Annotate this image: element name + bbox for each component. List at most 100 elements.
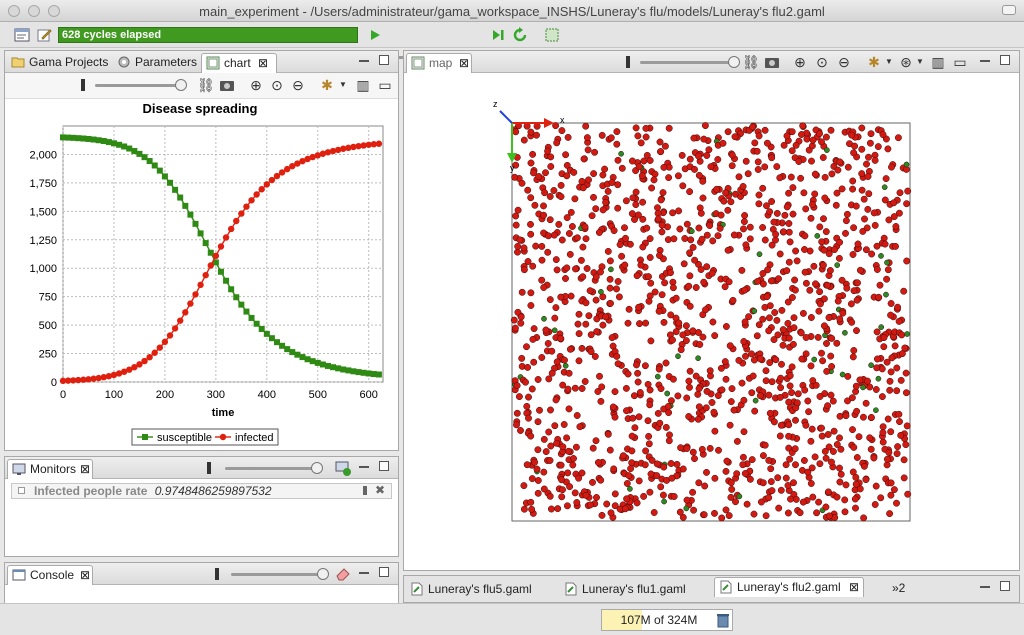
infected-agent[interactable]: [699, 194, 707, 202]
infected-agent[interactable]: [711, 332, 719, 340]
infected-agent[interactable]: [636, 389, 644, 396]
infected-agent[interactable]: [725, 512, 733, 520]
add-monitor-icon[interactable]: [335, 460, 351, 476]
infected-agent[interactable]: [516, 236, 524, 244]
infected-agent[interactable]: [765, 456, 773, 464]
infected-agent[interactable]: [673, 460, 681, 468]
infected-agent[interactable]: [853, 407, 861, 415]
maximize-view-button[interactable]: [379, 55, 389, 65]
infected-agent[interactable]: [566, 345, 574, 353]
zoom-fit-icon[interactable]: ⊙: [271, 77, 283, 93]
infected-agent[interactable]: [727, 198, 735, 206]
infected-agent[interactable]: [563, 434, 571, 442]
infected-agent[interactable]: [714, 232, 722, 240]
infected-agent[interactable]: [608, 179, 616, 186]
infected-agent[interactable]: [567, 208, 575, 216]
susceptible-agent[interactable]: [618, 150, 624, 157]
infected-agent[interactable]: [858, 186, 866, 194]
infected-agent[interactable]: [682, 337, 690, 345]
infected-agent[interactable]: [849, 185, 857, 193]
infected-agent[interactable]: [711, 509, 718, 517]
infected-agent[interactable]: [566, 250, 574, 258]
susceptible-agent[interactable]: [756, 251, 763, 258]
infected-agent[interactable]: [538, 276, 546, 284]
infected-agent[interactable]: [546, 296, 554, 304]
infected-agent[interactable]: [575, 330, 583, 338]
infected-agent[interactable]: [703, 468, 710, 476]
infected-agent[interactable]: [718, 386, 726, 394]
susceptible-agent[interactable]: [664, 390, 671, 397]
infected-agent[interactable]: [679, 513, 687, 521]
infected-agent[interactable]: [722, 506, 730, 514]
infected-agent[interactable]: [517, 319, 525, 327]
infected-agent[interactable]: [802, 334, 810, 341]
infected-agent[interactable]: [807, 214, 815, 222]
infected-agent[interactable]: [667, 311, 675, 319]
infected-agent[interactable]: [759, 452, 767, 460]
infected-agent[interactable]: [657, 196, 665, 204]
infected-agent[interactable]: [753, 332, 761, 340]
infected-agent[interactable]: [660, 318, 668, 326]
infected-agent[interactable]: [791, 286, 799, 294]
chevron-down-icon[interactable]: ▼: [885, 57, 893, 66]
infected-agent[interactable]: [887, 300, 895, 307]
infected-agent[interactable]: [787, 173, 795, 181]
infected-agent[interactable]: [648, 184, 656, 192]
infected-agent[interactable]: [510, 316, 518, 324]
infected-agent[interactable]: [683, 220, 691, 228]
infected-agent[interactable]: [768, 241, 776, 249]
infected-agent[interactable]: [524, 186, 532, 194]
infected-agent[interactable]: [665, 437, 673, 445]
infected-agent[interactable]: [611, 490, 619, 498]
infected-agent[interactable]: [707, 163, 715, 171]
infected-agent[interactable]: [591, 148, 599, 156]
infected-agent[interactable]: [762, 512, 770, 520]
infected-agent[interactable]: [824, 488, 832, 496]
infected-agent[interactable]: [883, 461, 891, 469]
infected-agent[interactable]: [743, 500, 751, 508]
infected-agent[interactable]: [776, 393, 784, 401]
infected-agent[interactable]: [761, 441, 769, 449]
infected-agent[interactable]: [706, 367, 714, 375]
infected-agent[interactable]: [862, 399, 870, 407]
infected-agent[interactable]: [871, 221, 879, 229]
infected-agent[interactable]: [659, 189, 667, 197]
infected-agent[interactable]: [530, 325, 538, 333]
infected-agent[interactable]: [689, 488, 697, 496]
maximize-view-button[interactable]: [379, 461, 389, 471]
infected-agent[interactable]: [524, 363, 532, 371]
infected-agent[interactable]: [875, 293, 883, 301]
infected-agent[interactable]: [657, 483, 665, 491]
infected-agent[interactable]: [517, 427, 524, 434]
infected-agent[interactable]: [759, 280, 767, 288]
infected-agent[interactable]: [709, 318, 717, 326]
infected-agent[interactable]: [683, 496, 691, 504]
infected-agent[interactable]: [677, 444, 685, 452]
infected-agent[interactable]: [822, 228, 830, 236]
susceptible-agent[interactable]: [736, 493, 743, 500]
infected-agent[interactable]: [613, 128, 621, 136]
infected-agent[interactable]: [628, 210, 636, 218]
infected-agent[interactable]: [664, 236, 672, 244]
infected-agent[interactable]: [746, 475, 754, 483]
infected-agent[interactable]: [795, 158, 803, 165]
infected-agent[interactable]: [756, 392, 764, 400]
infected-agent[interactable]: [864, 205, 872, 213]
infected-agent[interactable]: [527, 128, 535, 136]
infected-agent[interactable]: [828, 458, 835, 466]
infected-agent[interactable]: [823, 340, 830, 347]
infected-agent[interactable]: [557, 181, 565, 189]
infected-agent[interactable]: [801, 232, 809, 240]
infected-agent[interactable]: [799, 309, 807, 317]
infected-agent[interactable]: [584, 146, 592, 154]
infected-agent[interactable]: [880, 343, 888, 351]
infected-agent[interactable]: [892, 242, 899, 250]
infected-agent[interactable]: [547, 406, 554, 414]
infected-agent[interactable]: [689, 327, 697, 335]
infected-agent[interactable]: [901, 344, 909, 352]
infected-agent[interactable]: [822, 503, 830, 511]
infected-agent[interactable]: [777, 384, 785, 392]
infected-agent[interactable]: [733, 437, 741, 445]
minimize-view-button[interactable]: [359, 60, 369, 62]
infected-agent[interactable]: [575, 357, 583, 365]
